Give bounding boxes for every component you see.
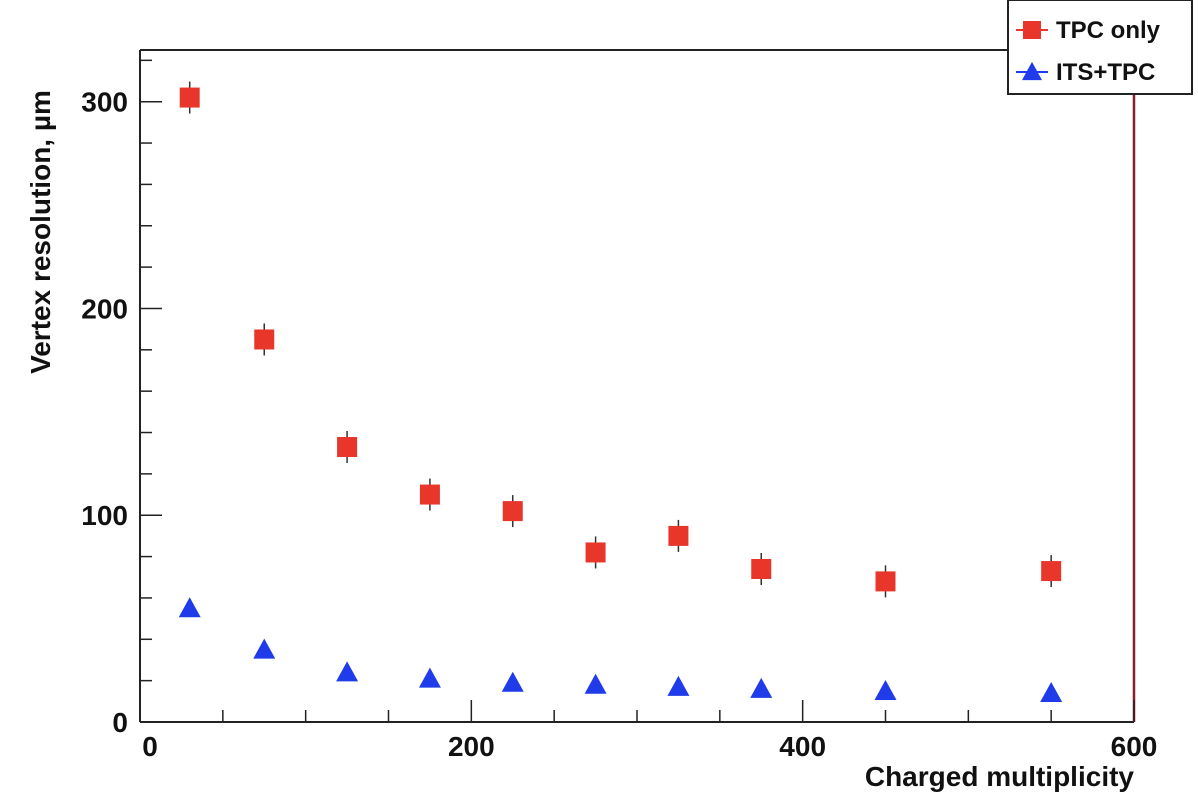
legend-marker [1022,61,1042,81]
y-tick-label: 300 [81,87,128,118]
its-tpc-point [874,679,897,700]
y-tick-label: 100 [81,500,128,531]
y-axis-title: Vertex resolution, µm [25,90,56,374]
its-tpc-point [253,638,276,659]
tpc-only-point [179,87,200,108]
legend-marker [1023,21,1041,39]
legend-label: TPC only [1056,17,1161,44]
its-tpc-point [667,675,690,696]
tpc-only-point [585,542,606,563]
tpc-only-point [337,436,358,457]
tpc-only-point [419,484,440,505]
legend: TPC only ITS+TPC [1007,0,1193,95]
tpc-only-point [1041,561,1062,582]
x-tick-label: 400 [779,731,826,762]
its-tpc-point [1040,682,1063,703]
tpc-only-point [751,558,772,579]
legend-label: ITS+TPC [1056,59,1155,86]
y-tick-label: 200 [81,293,128,324]
tpc-only-point [875,571,896,592]
x-axis-title: Charged multiplicity [865,761,1135,792]
its-tpc-point [418,667,441,688]
its-tpc-point [750,677,773,698]
its-tpc-point [178,597,201,618]
x-tick-label: 200 [448,731,495,762]
x-tick-label: 0 [142,731,158,762]
its-tpc-point [336,661,359,682]
tpc-only-point [668,525,689,546]
y-tick-label: 0 [112,707,128,738]
tpc-only-point [254,329,275,350]
tpc-only-point [502,501,523,522]
its-tpc-point [501,671,524,692]
x-tick-label: 600 [1111,731,1158,762]
its-tpc-point [584,673,607,694]
